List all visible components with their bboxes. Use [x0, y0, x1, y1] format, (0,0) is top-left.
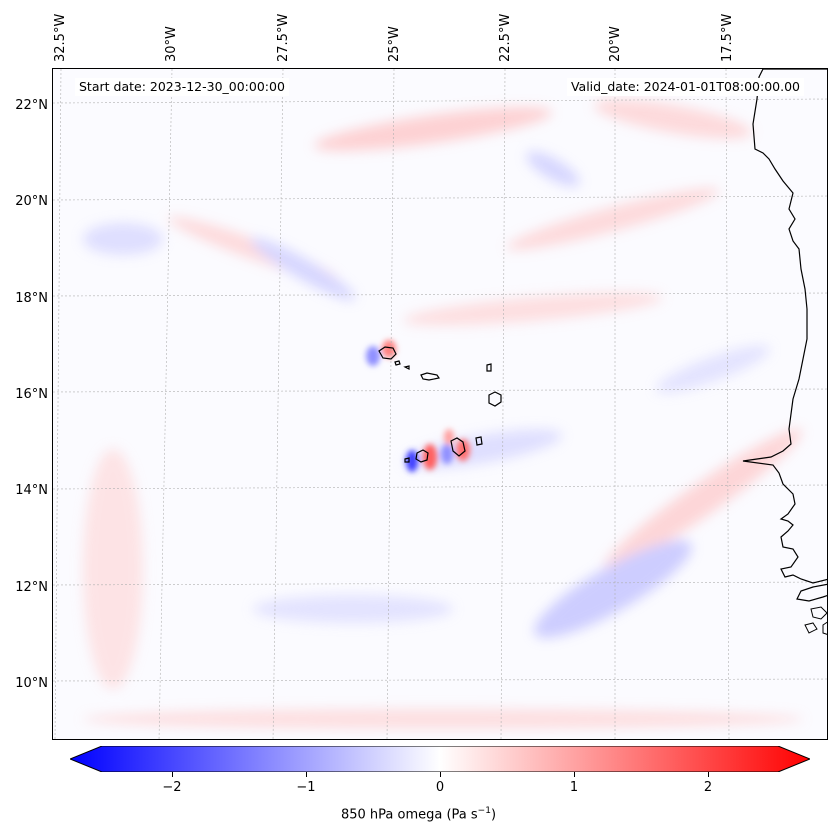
- lon-label-32-5w: 32.5°W: [53, 13, 68, 62]
- colorbar-title-suffix: ): [490, 807, 497, 823]
- lat-label-10n: 10°N: [15, 676, 48, 691]
- valid-date-label: Valid_date: 2024-01-01T08:00:00.00: [566, 78, 804, 96]
- lat-label-22n: 22°N: [15, 98, 48, 113]
- colorbar-tick-label: 1: [569, 780, 579, 795]
- africa-coastline-south: [796, 583, 827, 602]
- africa-coastline: [742, 69, 827, 584]
- omega-map: [52, 68, 828, 740]
- colorbar-title-prefix: 850 hPa omega (Pa s: [340, 807, 478, 823]
- lon-label-20w: 20°W: [608, 26, 623, 62]
- map-gridlines: [53, 69, 827, 739]
- lat-label-18n: 18°N: [15, 291, 48, 306]
- lat-label-16n: 16°N: [15, 387, 48, 402]
- lon-label-27-5w: 27.5°W: [276, 13, 291, 62]
- colorbar-tick-mark: [440, 772, 441, 777]
- colorbar-tick-mark: [574, 772, 575, 777]
- colorbar-tick-label: 2: [703, 780, 713, 795]
- start-date-label: Start date: 2023-12-30_00:00:00: [75, 78, 289, 96]
- colorbar-tick-label: 0: [435, 780, 445, 795]
- lon-label-25w: 25°W: [387, 26, 402, 62]
- omega-anomaly-patches: [83, 99, 803, 729]
- lat-label-20n: 20°N: [15, 194, 48, 209]
- colorbar-tick-mark: [172, 772, 173, 777]
- colorbar-tick-label: −2: [162, 780, 182, 795]
- colorbar-tick-mark: [708, 772, 709, 777]
- lon-label-17-5w: 17.5°W: [720, 13, 735, 62]
- omega-field: [53, 69, 827, 739]
- colorbar: [68, 745, 812, 773]
- colorbar-tick-label: −1: [296, 780, 316, 795]
- colorbar-gradient: [68, 745, 812, 773]
- colorbar-title-exponent: −1: [477, 806, 491, 816]
- bijagos-islands: [804, 606, 827, 635]
- lat-label-12n: 12°N: [15, 580, 48, 595]
- lat-label-14n: 14°N: [15, 483, 48, 498]
- colorbar-tick-mark: [306, 772, 307, 777]
- cape-verde-islands: [378, 346, 502, 463]
- lon-label-22-5w: 22.5°W: [498, 13, 513, 62]
- colorbar-title: 850 hPa omega (Pa s−1): [0, 806, 837, 822]
- lon-label-30w: 30°W: [164, 26, 179, 62]
